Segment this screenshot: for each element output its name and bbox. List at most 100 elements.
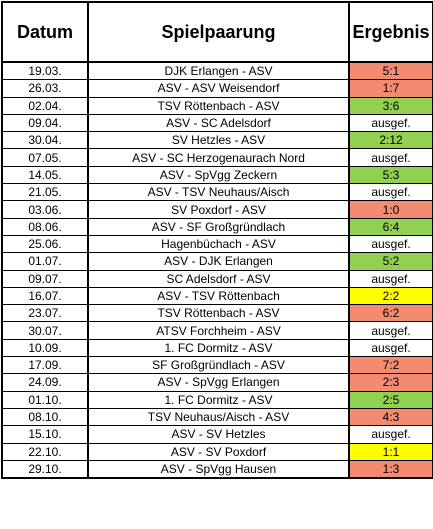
table-row: 02.04. TSV Röttenbach - ASV 3:6 <box>1 96 433 115</box>
match-date: 17.09. <box>1 356 89 375</box>
match-result: 1:7 <box>348 79 433 98</box>
match-date: 09.07. <box>1 269 89 288</box>
match-pairing: ATSV Forchheim - ASV <box>87 321 350 340</box>
match-date: 21.05. <box>1 183 89 202</box>
match-result: 7:2 <box>348 356 433 375</box>
table-row: 10.09. 1. FC Dormitz - ASV ausgef. <box>1 338 433 358</box>
match-pairing: ASV - ASV Weisendorf <box>87 79 350 98</box>
match-pairing: 1. FC Dormitz - ASV <box>87 338 350 358</box>
table-row: 29.10. ASV - SpVgg Hausen 1:3 <box>1 459 433 480</box>
match-date: 01.07. <box>1 252 89 271</box>
match-pairing: ASV - SC Herzogenaurach Nord <box>87 148 350 167</box>
table-row: 14.05. ASV - SpVgg Zeckern 5:3 <box>1 165 433 185</box>
match-date: 29.10. <box>1 459 89 480</box>
match-date: 08.06. <box>1 217 89 236</box>
match-result: ausgef. <box>348 148 433 167</box>
match-date: 09.04. <box>1 113 89 133</box>
table-row: 03.06. SV Poxdorf - ASV 1:0 <box>1 200 433 219</box>
match-date: 14.05. <box>1 165 89 185</box>
match-pairing: TSV Röttenbach - ASV <box>87 304 350 323</box>
header-match: Spielpaarung <box>87 1 350 63</box>
match-result: ausgef. <box>348 269 433 288</box>
table-row: 30.04. SV Hetzles - ASV 2:12 <box>1 131 433 150</box>
header-date: Datum <box>1 1 89 63</box>
table-row: 26.03. ASV - ASV Weisendorf 1:7 <box>1 79 433 98</box>
match-pairing: ASV - SV Poxdorf <box>87 442 350 461</box>
schedule-container: Datum Spielpaarung Ergebnis 19.03. DJK Er… <box>1 1 433 480</box>
match-date: 03.06. <box>1 200 89 219</box>
match-pairing: 1. FC Dormitz - ASV <box>87 390 350 409</box>
table-row: 08.10. TSV Neuhaus/Aisch - ASV 4:3 <box>1 407 433 427</box>
table-row: 25.06. Hagenbüchach - ASV ausgef. <box>1 234 433 254</box>
table-row: 22.10. ASV - SV Poxdorf 1:1 <box>1 442 433 461</box>
table-row: 30.07. ATSV Forchheim - ASV ausgef. <box>1 321 433 340</box>
table-row: 08.06. ASV - SF Großgründlach 6:4 <box>1 217 433 236</box>
match-result: 6:4 <box>348 217 433 236</box>
match-result: 1:1 <box>348 442 433 461</box>
match-date: 01.10. <box>1 390 89 409</box>
match-result: 2:12 <box>348 131 433 150</box>
header-row: Datum Spielpaarung Ergebnis <box>1 1 433 63</box>
match-pairing: SC Adelsdorf - ASV <box>87 269 350 288</box>
match-pairing: ASV - SV Hetzles <box>87 425 350 444</box>
match-pairing: TSV Röttenbach - ASV <box>87 96 350 115</box>
match-date: 30.07. <box>1 321 89 340</box>
match-pairing: ASV - SpVgg Hausen <box>87 459 350 480</box>
match-date: 22.10. <box>1 442 89 461</box>
match-result: 1:3 <box>348 459 433 480</box>
table-row: 09.07. SC Adelsdorf - ASV ausgef. <box>1 269 433 288</box>
match-result: 2:3 <box>348 373 433 392</box>
match-pairing: SV Poxdorf - ASV <box>87 200 350 219</box>
match-result: 6:2 <box>348 304 433 323</box>
match-pairing: TSV Neuhaus/Aisch - ASV <box>87 407 350 427</box>
match-pairing: ASV - SF Großgründlach <box>87 217 350 236</box>
table-row: 19.03. DJK Erlangen - ASV 5:1 <box>1 61 433 81</box>
match-result: 5:2 <box>348 252 433 271</box>
match-result: ausgef. <box>348 234 433 254</box>
match-date: 02.04. <box>1 96 89 115</box>
table-row: 24.09. ASV - SpVgg Erlangen 2:3 <box>1 373 433 392</box>
table-row: 23.07. TSV Röttenbach - ASV 6:2 <box>1 304 433 323</box>
table-row: 01.10. 1. FC Dormitz - ASV 2:5 <box>1 390 433 409</box>
match-pairing: ASV - SC Adelsdorf <box>87 113 350 133</box>
match-result: 2:5 <box>348 390 433 409</box>
match-date: 25.06. <box>1 234 89 254</box>
table-row: 07.05. ASV - SC Herzogenaurach Nord ausgef… <box>1 148 433 167</box>
table-row: 21.05. ASV - TSV Neuhaus/Aisch ausgef. <box>1 183 433 202</box>
schedule-body: 19.03. DJK Erlangen - ASV 5:1 26.03. ASV - A… <box>1 61 433 480</box>
match-pairing: ASV - TSV Röttenbach <box>87 286 350 306</box>
match-date: 23.07. <box>1 304 89 323</box>
match-result: ausgef. <box>348 425 433 444</box>
match-date: 30.04. <box>1 131 89 150</box>
match-date: 07.05. <box>1 148 89 167</box>
match-result: ausgef. <box>348 183 433 202</box>
match-pairing: SV Hetzles - ASV <box>87 131 350 150</box>
match-pairing: ASV - DJK Erlangen <box>87 252 350 271</box>
table-row: 17.09. SF Großgründlach - ASV 7:2 <box>1 356 433 375</box>
match-result: 5:3 <box>348 165 433 185</box>
table-row: 09.04. ASV - SC Adelsdorf ausgef. <box>1 113 433 133</box>
match-result: 2:2 <box>348 286 433 306</box>
match-pairing: ASV - SpVgg Zeckern <box>87 165 350 185</box>
match-pairing: DJK Erlangen - ASV <box>87 61 350 81</box>
match-pairing: ASV - SpVgg Erlangen <box>87 373 350 392</box>
match-pairing: Hagenbüchach - ASV <box>87 234 350 254</box>
table-row: 15.10. ASV - SV Hetzles ausgef. <box>1 425 433 444</box>
match-result: 4:3 <box>348 407 433 427</box>
match-date: 10.09. <box>1 338 89 358</box>
match-date: 08.10. <box>1 407 89 427</box>
match-date: 26.03. <box>1 79 89 98</box>
table-row: 16.07. ASV - TSV Röttenbach 2:2 <box>1 286 433 306</box>
match-pairing: SF Großgründlach - ASV <box>87 356 350 375</box>
match-date: 16.07. <box>1 286 89 306</box>
schedule-table: Datum Spielpaarung Ergebnis 19.03. DJK Er… <box>1 1 433 480</box>
match-date: 19.03. <box>1 61 89 81</box>
match-pairing: ASV - TSV Neuhaus/Aisch <box>87 183 350 202</box>
match-date: 24.09. <box>1 373 89 392</box>
table-row: 01.07. ASV - DJK Erlangen 5:2 <box>1 252 433 271</box>
header-result: Ergebnis <box>348 1 433 63</box>
match-date: 15.10. <box>1 425 89 444</box>
match-result: ausgef. <box>348 321 433 340</box>
match-result: ausgef. <box>348 338 433 358</box>
match-result: ausgef. <box>348 113 433 133</box>
